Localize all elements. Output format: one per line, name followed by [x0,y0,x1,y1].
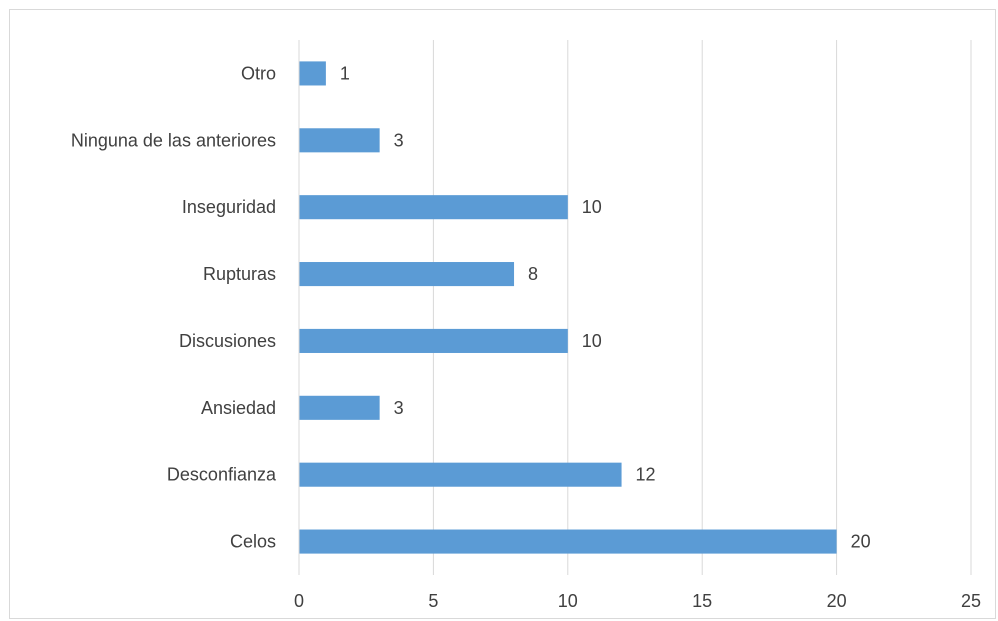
bar [299,262,515,287]
data-label: 1 [340,63,350,83]
bar [299,395,380,420]
data-label: 20 [851,532,871,552]
x-tick-label: 15 [692,591,712,611]
x-tick-label: 5 [428,591,438,611]
y-tick-label: Ansiedad [201,398,276,418]
chart-area [9,9,996,619]
gridlines [298,40,972,575]
bars [299,61,837,554]
y-tick-label: Otro [241,63,276,83]
y-tick-label: Discusiones [179,331,276,351]
y-tick-label: Rupturas [203,264,276,284]
x-tick-label: 10 [558,591,578,611]
data-label: 10 [582,197,602,217]
x-tick-label: 0 [294,591,304,611]
data-label: 8 [528,264,538,284]
bar [299,328,568,353]
y-tick-label: Celos [230,532,276,552]
y-tick-label: Inseguridad [182,197,276,217]
y-tick-label: Desconfianza [167,465,277,485]
data-label: 3 [394,130,404,150]
y-tick-label: Ninguna de las anteriores [71,130,276,150]
bar [299,529,837,554]
x-tick-label: 20 [827,591,847,611]
data-label: 12 [636,465,656,485]
x-tick-label: 25 [961,591,981,611]
data-label: 3 [394,398,404,418]
data-label: 10 [582,331,602,351]
bar [299,61,326,86]
data-labels: 20 12 3 10 8 10 3 1 [340,63,871,551]
bar [299,462,622,487]
category-axis: Celos Desconfianza Ansiedad Discusiones Rupt… [71,40,300,575]
bar [299,195,568,220]
value-axis: 0 5 10 15 20 25 [294,591,981,611]
bar [299,128,380,153]
